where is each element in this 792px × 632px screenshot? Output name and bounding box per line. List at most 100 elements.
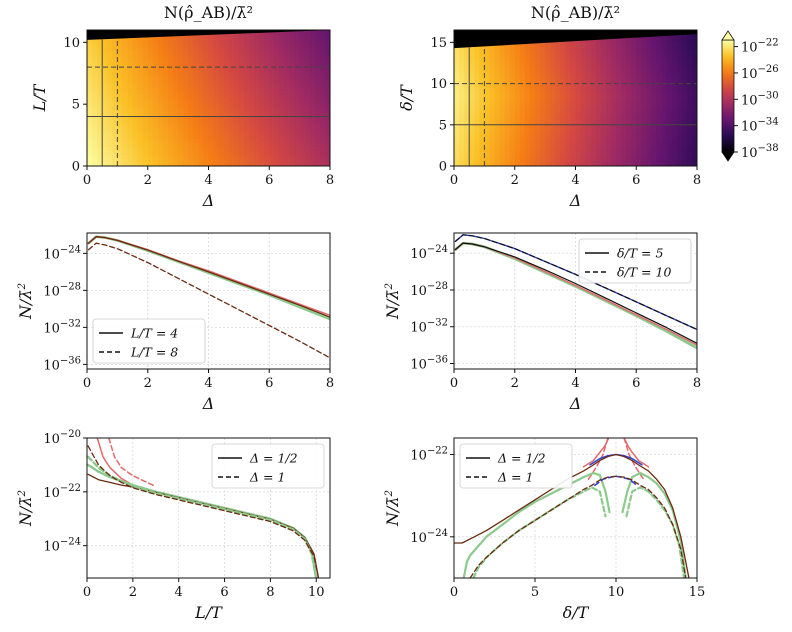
- heatmap-cell: [183, 102, 189, 107]
- heatmap-cell: [590, 54, 597, 59]
- heatmap-cell: [162, 70, 169, 75]
- heatmap-cell: [92, 62, 98, 67]
- heatmap-cell: [535, 94, 541, 99]
- heatmap-cell: [565, 118, 572, 123]
- heatmap-cell: [469, 82, 475, 87]
- heatmap-cell: [529, 134, 536, 139]
- heatmap-cell: [238, 90, 245, 95]
- heatmap-cell: [479, 154, 485, 159]
- heatmap-cell: [228, 162, 235, 166]
- heatmap-cell: [289, 42, 296, 47]
- heatmap-cell: [314, 58, 321, 63]
- heatmap-cell: [605, 46, 612, 51]
- heatmap-cell: [565, 106, 572, 111]
- heatmap-cell: [254, 106, 260, 111]
- heatmap-cell: [469, 66, 475, 71]
- heatmap-cell: [585, 46, 592, 51]
- heatmap-cell: [132, 46, 139, 51]
- heatmap-cell: [555, 102, 561, 107]
- heatmap-cell: [631, 38, 637, 43]
- heatmap-cell: [107, 142, 113, 147]
- heatmap-cell: [233, 34, 240, 39]
- heatmap-cell: [223, 146, 230, 151]
- heatmap-cell: [102, 38, 108, 43]
- heatmap-cell: [122, 50, 129, 55]
- heatmap-cell: [112, 134, 118, 139]
- heatmap-cells: [87, 30, 330, 166]
- heatmap-cell: [137, 110, 144, 115]
- heatmap-cell: [324, 62, 330, 67]
- heatmap-cell: [142, 158, 149, 163]
- heatmap-cell: [464, 86, 470, 91]
- heatmap-cell: [203, 146, 210, 151]
- heatmap-cell: [279, 90, 286, 95]
- heatmap-cell: [600, 102, 607, 107]
- heatmap-cell: [616, 162, 622, 166]
- heatmap-cell: [585, 74, 592, 79]
- heatmap-cell: [208, 122, 215, 127]
- heatmap-cell: [173, 86, 179, 91]
- heatmap-cell: [198, 70, 205, 75]
- heatmap-cell: [631, 154, 637, 159]
- heatmap-cell: [314, 162, 321, 166]
- heatmap-cell: [681, 46, 688, 51]
- heatmap-cell: [540, 50, 546, 55]
- heatmap-cell: [274, 142, 280, 147]
- heatmap-cell: [157, 78, 164, 83]
- heatmap-cell: [626, 114, 632, 119]
- heatmap-cell: [641, 70, 647, 75]
- series-line: [87, 242, 330, 359]
- heatmap-cell: [243, 126, 250, 131]
- heatmap-cell: [208, 162, 215, 166]
- heatmap-cell: [304, 54, 311, 59]
- heatmap-cell: [142, 138, 149, 143]
- heatmap-cell: [519, 126, 526, 131]
- heatmap-cell: [264, 38, 270, 43]
- heatmap-cell: [550, 106, 556, 111]
- heatmap-cell: [621, 126, 627, 131]
- heatmap-cell: [681, 74, 688, 79]
- heatmap-cell: [560, 74, 566, 79]
- heatmap-cell: [188, 66, 194, 71]
- heatmap-cell: [681, 62, 688, 67]
- heatmap-cell: [570, 150, 577, 155]
- heatmap-cell: [249, 38, 255, 43]
- heatmap-cell: [545, 94, 551, 99]
- heatmap-cell: [228, 118, 235, 123]
- heatmap-cell: [681, 98, 688, 103]
- heatmap-cell: [514, 62, 521, 67]
- heatmap-cell: [203, 130, 210, 135]
- heatmap-cell: [656, 86, 663, 91]
- heatmap-cell: [535, 46, 541, 51]
- heatmap-cell: [223, 142, 230, 147]
- heatmap-cell: [555, 42, 561, 47]
- heatmap-cell: [585, 106, 592, 111]
- heatmap-cell: [631, 42, 637, 47]
- heatmap-cell: [254, 62, 260, 67]
- heatmap-cell: [324, 154, 330, 159]
- heatmap-cell: [259, 86, 265, 91]
- heatmap-cell: [641, 118, 647, 123]
- heatmap-cell: [454, 50, 460, 55]
- heatmap-cell: [97, 86, 103, 91]
- heatmap-cell: [494, 106, 501, 111]
- heatmap-cell: [656, 118, 663, 123]
- heatmap-cell: [112, 98, 118, 103]
- heatmap-cell: [580, 54, 587, 59]
- heatmap-cell: [107, 150, 113, 155]
- heatmap-cell: [494, 90, 501, 95]
- heatmap-cell: [314, 138, 321, 143]
- heatmap-cell: [646, 82, 653, 87]
- heatmap-cell: [97, 94, 103, 99]
- heatmap-cell: [636, 94, 642, 99]
- heatmap-cell: [600, 94, 607, 99]
- heatmap-cell: [92, 66, 98, 71]
- heatmap-cell: [259, 66, 265, 71]
- heatmap-cell: [97, 38, 103, 43]
- heatmap-cell: [152, 42, 159, 47]
- heatmap-cell: [228, 70, 235, 75]
- heatmap-cell: [494, 74, 501, 79]
- heatmap-cell: [666, 106, 673, 111]
- heatmap-cell: [631, 126, 637, 131]
- y-axis-label: N/λ̄2: [383, 283, 402, 320]
